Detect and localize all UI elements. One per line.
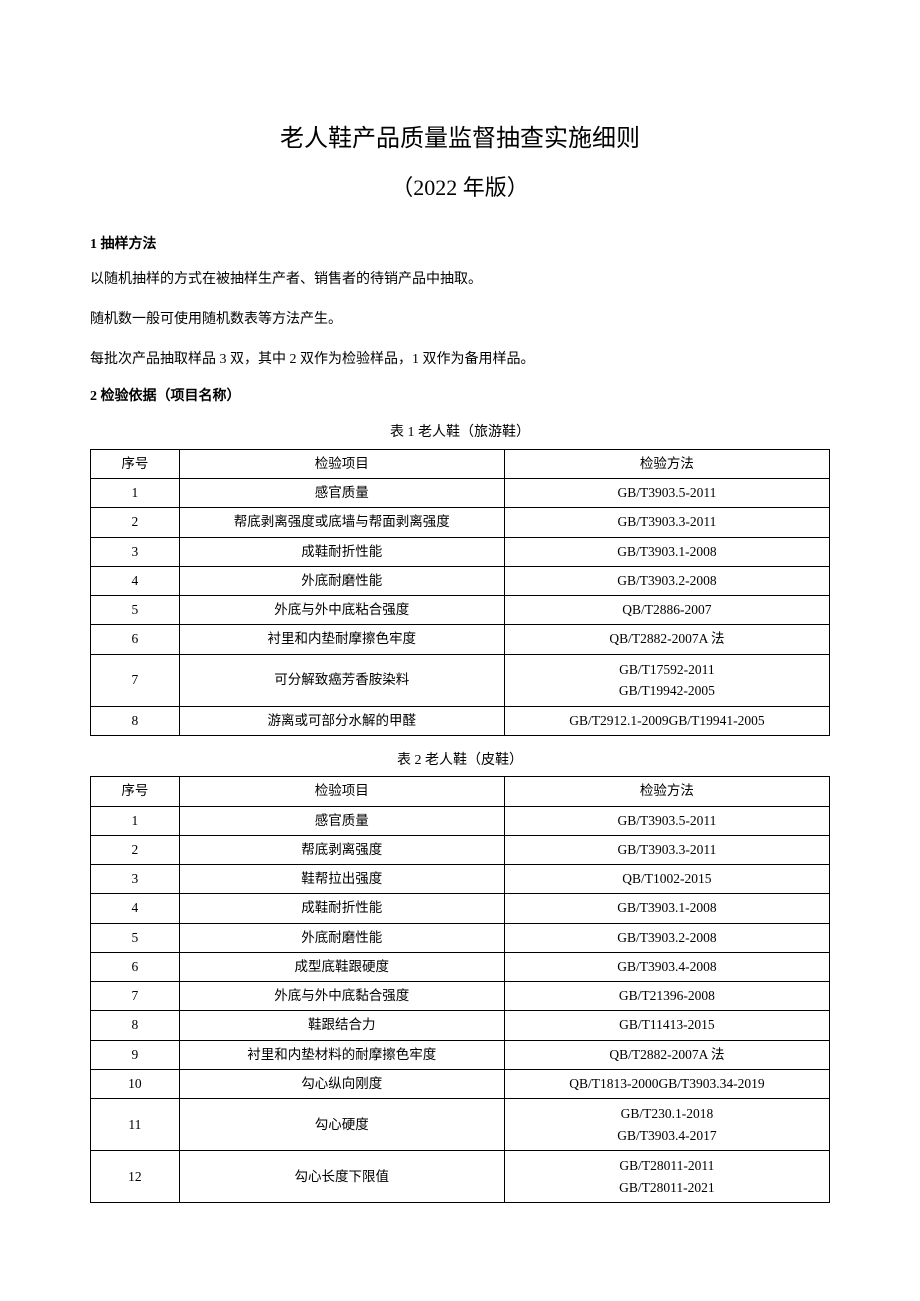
table-header-item: 检验项目 <box>179 777 504 806</box>
section-1-para-1: 以随机抽样的方式在被抽样生产者、销售者的待销产品中抽取。 <box>90 266 830 294</box>
table-1-caption: 表 1 老人鞋（旅游鞋） <box>90 422 830 444</box>
table-header-item: 检验项目 <box>179 449 504 478</box>
cell-item: 帮底剥离强度或底墙与帮面剥离强度 <box>179 508 504 537</box>
cell-item: 勾心长度下限值 <box>179 1151 504 1203</box>
cell-method: GB/T28011-2011GB/T28011-2021 <box>504 1151 829 1203</box>
cell-item: 感官质量 <box>179 806 504 835</box>
cell-seq: 6 <box>91 625 180 654</box>
cell-seq: 6 <box>91 952 180 981</box>
table-2: 序号 检验项目 检验方法 1感官质量GB/T3903.5-20112帮底剥离强度… <box>90 776 830 1203</box>
table-1: 序号 检验项目 检验方法 1感官质量GB/T3903.5-20112帮底剥离强度… <box>90 449 830 736</box>
table-row: 7外底与外中底黏合强度GB/T21396-2008 <box>91 982 830 1011</box>
cell-method: QB/T1002-2015 <box>504 865 829 894</box>
table-row: 3鞋帮拉出强度QB/T1002-2015 <box>91 865 830 894</box>
cell-item: 衬里和内垫材料的耐摩擦色牢度 <box>179 1040 504 1069</box>
table-row: 10勾心纵向刚度QB/T1813-2000GB/T3903.34-2019 <box>91 1069 830 1098</box>
cell-method: GB/T2912.1-2009GB/T19941-2005 <box>504 706 829 735</box>
cell-item: 衬里和内垫耐摩擦色牢度 <box>179 625 504 654</box>
table-row: 8鞋跟结合力GB/T11413-2015 <box>91 1011 830 1040</box>
cell-item: 外底与外中底黏合强度 <box>179 982 504 1011</box>
cell-method: GB/T3903.5-2011 <box>504 479 829 508</box>
cell-seq: 12 <box>91 1151 180 1203</box>
cell-method: QB/T1813-2000GB/T3903.34-2019 <box>504 1069 829 1098</box>
table-header-method: 检验方法 <box>504 777 829 806</box>
cell-method: GB/T11413-2015 <box>504 1011 829 1040</box>
cell-seq: 11 <box>91 1099 180 1151</box>
cell-method: QB/T2882-2007A 法 <box>504 1040 829 1069</box>
cell-item: 外底耐磨性能 <box>179 923 504 952</box>
cell-method: GB/T17592-2011GB/T19942-2005 <box>504 654 829 706</box>
table-row: 1感官质量GB/T3903.5-2011 <box>91 479 830 508</box>
table-row: 2帮底剥离强度或底墙与帮面剥离强度GB/T3903.3-2011 <box>91 508 830 537</box>
cell-seq: 8 <box>91 706 180 735</box>
cell-seq: 4 <box>91 566 180 595</box>
table-2-caption: 表 2 老人鞋（皮鞋） <box>90 750 830 772</box>
section-1-heading: 1 抽样方法 <box>90 234 830 256</box>
cell-seq: 3 <box>91 537 180 566</box>
cell-item: 帮底剥离强度 <box>179 835 504 864</box>
cell-method: GB/T3903.4-2008 <box>504 952 829 981</box>
table-row: 9衬里和内垫材料的耐摩擦色牢度QB/T2882-2007A 法 <box>91 1040 830 1069</box>
cell-method: GB/T3903.2-2008 <box>504 566 829 595</box>
table-row: 序号 检验项目 检验方法 <box>91 777 830 806</box>
table-row: 12勾心长度下限值GB/T28011-2011GB/T28011-2021 <box>91 1151 830 1203</box>
cell-item: 可分解致癌芳香胺染料 <box>179 654 504 706</box>
cell-item: 勾心硬度 <box>179 1099 504 1151</box>
cell-method: GB/T3903.3-2011 <box>504 835 829 864</box>
table-row: 2帮底剥离强度GB/T3903.3-2011 <box>91 835 830 864</box>
table-row: 6成型底鞋跟硬度GB/T3903.4-2008 <box>91 952 830 981</box>
cell-seq: 2 <box>91 835 180 864</box>
cell-item: 成鞋耐折性能 <box>179 537 504 566</box>
cell-method: GB/T3903.2-2008 <box>504 923 829 952</box>
cell-seq: 10 <box>91 1069 180 1098</box>
cell-seq: 3 <box>91 865 180 894</box>
cell-item: 游离或可部分水解的甲醛 <box>179 706 504 735</box>
section-1-para-3: 每批次产品抽取样品 3 双，其中 2 双作为检验样品，1 双作为备用样品。 <box>90 346 830 374</box>
table-row: 11勾心硬度GB/T230.1-2018GB/T3903.4-2017 <box>91 1099 830 1151</box>
table-row: 3成鞋耐折性能GB/T3903.1-2008 <box>91 537 830 566</box>
table-header-seq: 序号 <box>91 777 180 806</box>
cell-item: 成鞋耐折性能 <box>179 894 504 923</box>
cell-method: QB/T2882-2007A 法 <box>504 625 829 654</box>
cell-seq: 2 <box>91 508 180 537</box>
table-header-method: 检验方法 <box>504 449 829 478</box>
table-row: 6衬里和内垫耐摩擦色牢度QB/T2882-2007A 法 <box>91 625 830 654</box>
table-row: 4成鞋耐折性能GB/T3903.1-2008 <box>91 894 830 923</box>
cell-method: GB/T3903.1-2008 <box>504 894 829 923</box>
table-row: 5外底耐磨性能GB/T3903.2-2008 <box>91 923 830 952</box>
cell-method: GB/T3903.3-2011 <box>504 508 829 537</box>
cell-item: 成型底鞋跟硬度 <box>179 952 504 981</box>
cell-method: GB/T3903.5-2011 <box>504 806 829 835</box>
table-row: 序号 检验项目 检验方法 <box>91 449 830 478</box>
table-row: 1感官质量GB/T3903.5-2011 <box>91 806 830 835</box>
cell-seq: 5 <box>91 596 180 625</box>
document-title: 老人鞋产品质量监督抽查实施细则 <box>90 120 830 158</box>
table-row: 8游离或可部分水解的甲醛GB/T2912.1-2009GB/T19941-200… <box>91 706 830 735</box>
cell-method: GB/T230.1-2018GB/T3903.4-2017 <box>504 1099 829 1151</box>
cell-seq: 7 <box>91 654 180 706</box>
cell-seq: 5 <box>91 923 180 952</box>
cell-method: QB/T2886-2007 <box>504 596 829 625</box>
cell-item: 鞋跟结合力 <box>179 1011 504 1040</box>
section-2-heading: 2 检验依据（项目名称） <box>90 386 830 408</box>
table-row: 7可分解致癌芳香胺染料GB/T17592-2011GB/T19942-2005 <box>91 654 830 706</box>
cell-seq: 8 <box>91 1011 180 1040</box>
cell-item: 勾心纵向刚度 <box>179 1069 504 1098</box>
cell-seq: 7 <box>91 982 180 1011</box>
cell-seq: 9 <box>91 1040 180 1069</box>
section-1-para-2: 随机数一般可使用随机数表等方法产生。 <box>90 306 830 334</box>
table-row: 4外底耐磨性能GB/T3903.2-2008 <box>91 566 830 595</box>
table-header-seq: 序号 <box>91 449 180 478</box>
cell-item: 感官质量 <box>179 479 504 508</box>
document-subtitle: （2022 年版） <box>90 170 830 205</box>
cell-item: 鞋帮拉出强度 <box>179 865 504 894</box>
cell-method: GB/T3903.1-2008 <box>504 537 829 566</box>
cell-item: 外底与外中底粘合强度 <box>179 596 504 625</box>
cell-item: 外底耐磨性能 <box>179 566 504 595</box>
cell-seq: 4 <box>91 894 180 923</box>
cell-method: GB/T21396-2008 <box>504 982 829 1011</box>
table-row: 5外底与外中底粘合强度QB/T2886-2007 <box>91 596 830 625</box>
cell-seq: 1 <box>91 806 180 835</box>
cell-seq: 1 <box>91 479 180 508</box>
